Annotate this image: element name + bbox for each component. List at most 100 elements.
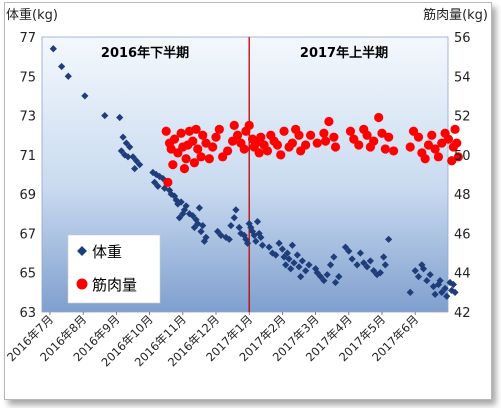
weight-point (418, 261, 426, 269)
muscle-point (188, 136, 198, 146)
legend-box (67, 234, 161, 304)
weight-point (431, 290, 439, 298)
weight-point (122, 139, 130, 147)
weight-point (385, 235, 393, 243)
right-tick-label: 54 (454, 70, 471, 85)
weight-point (348, 255, 356, 263)
weight-point (117, 147, 125, 155)
left-tick-label: 73 (19, 110, 36, 125)
weight-point (132, 157, 140, 165)
muscle-point (198, 130, 208, 140)
muscle-point (389, 146, 399, 156)
muscle-point (447, 156, 457, 166)
muscle-point (256, 132, 266, 142)
muscle-point (312, 138, 322, 148)
muscle-series (161, 112, 463, 187)
weight-point (154, 182, 162, 190)
weight-point (419, 265, 428, 273)
muscle-point (369, 136, 379, 146)
muscle-point (377, 128, 387, 138)
muscle-point (262, 146, 273, 156)
period-label-2017h1: 2017年上半期 (300, 45, 388, 61)
muscle-point (420, 154, 430, 164)
weight-point (227, 221, 235, 230)
legend-muscle-label: 筋肉量 (92, 276, 137, 294)
muscle-point (189, 158, 200, 168)
muscle-point (208, 142, 218, 152)
muscle-point (244, 120, 254, 130)
weight-point (235, 223, 243, 232)
muscle-point (287, 138, 297, 148)
weight-point (195, 204, 203, 212)
muscle-point (211, 132, 221, 142)
muscle-point (329, 132, 339, 142)
weight-point (331, 278, 340, 287)
muscle-point (181, 154, 191, 164)
period-label-2016h2: 2016年下半期 (101, 45, 189, 61)
weight-point (81, 92, 89, 100)
muscle-point (306, 130, 316, 140)
weight-point (182, 202, 190, 210)
muscle-point (272, 140, 283, 150)
weight-point (282, 261, 290, 269)
muscle-point (330, 142, 341, 152)
weight-point (411, 267, 419, 275)
weight-point (150, 178, 159, 186)
legend-weight-marker (77, 246, 87, 256)
weight-point (370, 267, 378, 275)
muscle-point (380, 144, 390, 154)
weight-point (283, 249, 291, 257)
weight-point (356, 249, 365, 257)
weight-point (101, 111, 109, 120)
right-axis-title: 筋肉量(kg) (423, 7, 488, 23)
muscle-point (320, 136, 331, 146)
weight-point (243, 239, 252, 247)
muscle-point (354, 140, 364, 150)
weight-point (426, 271, 434, 279)
weight-point (443, 292, 451, 300)
muscle-point (413, 132, 424, 142)
weight-point (189, 212, 197, 220)
weight-point (179, 210, 187, 218)
weight-point (288, 241, 296, 249)
weight-point (363, 263, 371, 271)
muscle-point (166, 144, 176, 154)
weight-point (293, 251, 301, 259)
weight-point (381, 261, 389, 269)
muscle-point (163, 177, 173, 187)
weight-point (302, 267, 310, 275)
muscle-point (279, 126, 289, 136)
weight-point (265, 243, 273, 251)
weight-point (272, 251, 280, 259)
right-tick-label: 44 (454, 267, 471, 282)
weight-point (320, 276, 328, 285)
left-tick-label: 67 (19, 227, 36, 242)
weight-point (199, 221, 207, 230)
muscle-point (362, 130, 372, 140)
right-tick-label: 46 (454, 227, 471, 242)
left-tick-label: 63 (19, 306, 36, 321)
weight-point (353, 261, 361, 269)
weight-point (275, 239, 283, 247)
weight-point (376, 269, 384, 277)
weight-point (423, 276, 431, 285)
weight-point (126, 143, 134, 151)
weight-point (406, 288, 414, 296)
muscle-point (443, 134, 453, 144)
muscle-point (229, 120, 239, 130)
weight-point (255, 229, 263, 238)
weight-point (190, 223, 199, 232)
weight-point (438, 288, 446, 296)
weight-point (278, 245, 286, 253)
weight-point (232, 206, 240, 214)
muscle-point (452, 138, 462, 148)
weight-point (451, 288, 459, 296)
weight-point (253, 218, 262, 226)
legend-weight-label: 体重 (92, 243, 122, 261)
weight-point (326, 261, 335, 269)
weight-point (230, 214, 238, 222)
left-axis-ticks: 63 65 67 69 71 73 75 77 (19, 31, 36, 321)
left-tick-label: 65 (19, 267, 36, 282)
left-axis-title: 体重(kg) (6, 7, 58, 23)
